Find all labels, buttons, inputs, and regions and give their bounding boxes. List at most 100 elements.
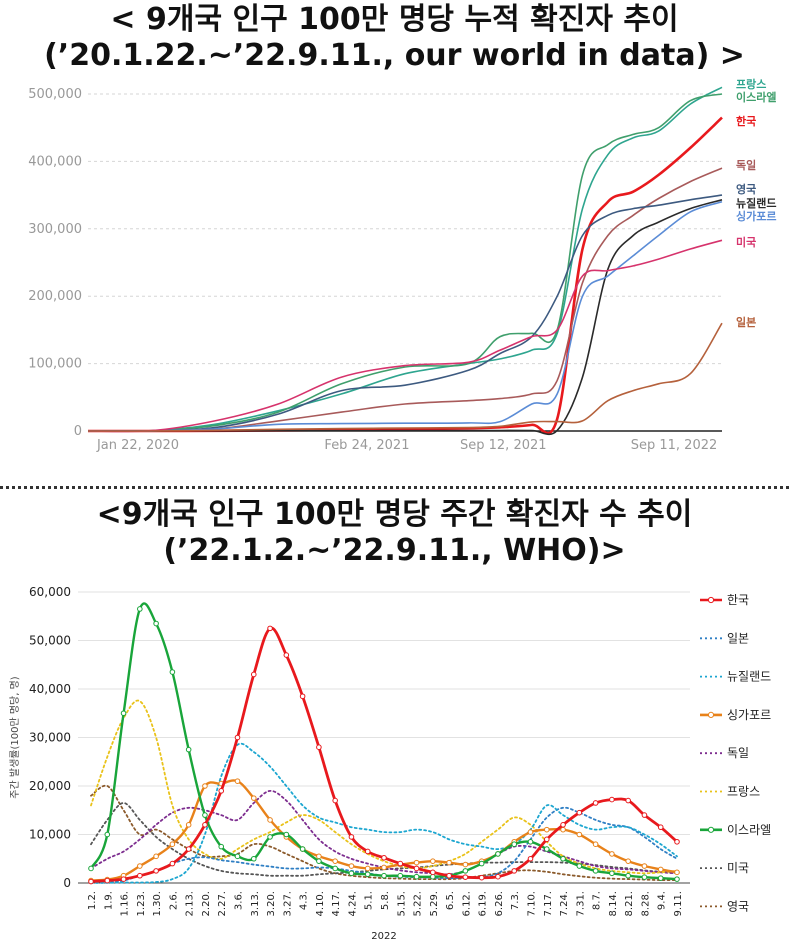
series-point-6 xyxy=(88,865,94,872)
series-point-0 xyxy=(137,872,143,879)
x-tick-label: 9.4. xyxy=(657,891,668,910)
series-point-3 xyxy=(169,841,176,848)
x-tick-label: 4.17. xyxy=(331,891,342,916)
series-point-6 xyxy=(560,855,566,862)
x-tick-label: 8.7. xyxy=(592,891,603,910)
x-tick-label: 8.14. xyxy=(608,891,619,916)
weekly-cases-chart: 0 10,000 20,000 30,000 40,000 50,000 60,000 1.2… xyxy=(9,585,771,942)
series-point-3 xyxy=(250,795,257,801)
series-label: 한국 xyxy=(736,114,756,128)
chart1-title-line2: (’20.1.22.~’22.9.11., our world in data)… xyxy=(44,38,745,73)
y-tick-label: 60,000 xyxy=(29,585,71,599)
series-point-3 xyxy=(137,863,143,869)
series-line-8 xyxy=(87,322,723,432)
series-point-3 xyxy=(462,861,469,868)
x-tick-label: 9.11. xyxy=(673,891,684,916)
series-point-6 xyxy=(202,812,208,818)
series-point-0 xyxy=(397,860,404,867)
series-point-3 xyxy=(430,858,436,864)
series-point-6 xyxy=(348,870,355,877)
legend-label: 이스라엘 xyxy=(727,823,771,837)
series-point-0 xyxy=(234,734,241,741)
x-tick-label: 8.28. xyxy=(640,891,651,916)
x-tick-label: 7.24. xyxy=(559,891,570,916)
series-point-0 xyxy=(250,671,257,678)
x-tick-label: 7.17. xyxy=(543,891,554,916)
x-tick-label: 5.22. xyxy=(413,891,424,916)
series-point-6 xyxy=(234,853,241,860)
series-point-6 xyxy=(299,846,306,852)
x-tick-label: 2.6. xyxy=(168,891,179,910)
series-point-0 xyxy=(332,797,338,804)
series-point-6 xyxy=(169,669,176,675)
x-tick-label: 7.3. xyxy=(510,891,521,910)
y-tick-label: 0 xyxy=(63,876,71,890)
series-point-0 xyxy=(592,800,599,806)
series-point-6 xyxy=(609,870,615,877)
series-point-3 xyxy=(609,851,615,857)
x-tick-label: 5.8. xyxy=(380,891,391,910)
x-tick-label: 3.6. xyxy=(234,891,245,910)
series-point-3 xyxy=(641,863,648,869)
series-point-6 xyxy=(478,860,485,867)
series-point-6 xyxy=(381,872,387,879)
series-point-6 xyxy=(462,868,469,874)
y-tick-label: 30,000 xyxy=(29,731,71,745)
series-line-4 xyxy=(87,194,723,432)
series-line-6 xyxy=(87,201,723,432)
series-point-6 xyxy=(218,843,225,850)
y-tick-label: 50,000 xyxy=(29,634,71,648)
series-point-0 xyxy=(88,878,94,885)
series-point-3 xyxy=(202,783,208,789)
series-point-0 xyxy=(169,860,176,867)
chart2-title-line1: <9개국 인구 100만 명당 주간 확진자 수 추이 xyxy=(96,497,693,532)
series-point-6 xyxy=(153,620,159,627)
series-point-3 xyxy=(657,866,664,873)
y-tick-label: 500,000 xyxy=(28,87,82,102)
series-point-6 xyxy=(250,855,257,862)
series-label: 뉴질랜드 xyxy=(736,196,776,210)
series-point-0 xyxy=(364,848,371,855)
series-line-0 xyxy=(87,86,723,433)
series-point-0 xyxy=(478,874,485,881)
series-point-3 xyxy=(234,778,241,784)
y-tick-label: 10,000 xyxy=(29,828,71,842)
series-point-6 xyxy=(543,846,550,852)
series-point-0 xyxy=(560,822,566,828)
y-tick-label: 300,000 xyxy=(28,222,82,237)
series-point-6 xyxy=(413,873,420,880)
series-point-3 xyxy=(625,858,631,864)
x-tick-label: Sep 12, 2021 xyxy=(460,438,547,453)
series-point-3 xyxy=(185,822,192,828)
series-point-0 xyxy=(316,744,322,750)
series-point-0 xyxy=(609,796,615,803)
x-tick-label: 5.1. xyxy=(364,891,375,910)
series-point-0 xyxy=(185,846,192,852)
legend-label: 미국 xyxy=(727,861,749,875)
legend-label: 한국 xyxy=(727,593,749,607)
series-point-0 xyxy=(202,822,208,828)
series-point-0 xyxy=(104,877,111,884)
series-point-3 xyxy=(348,863,355,869)
x-tick-label: 1.9. xyxy=(103,891,114,910)
x-tick-label: 6.26. xyxy=(494,891,505,916)
x-tick-label: Sep 11, 2022 xyxy=(631,438,718,453)
legend-marker-6 xyxy=(707,826,715,833)
legend-label: 싱가포르 xyxy=(727,708,771,722)
series-point-3 xyxy=(576,831,583,838)
x-tick-label: 5.29. xyxy=(429,891,440,916)
series-point-0 xyxy=(430,869,436,876)
series-label: 영국 xyxy=(736,183,756,196)
x-tick-label: 6.5. xyxy=(445,891,456,910)
x-tick-label: 2.20. xyxy=(201,891,212,916)
series-label: 싱가포르 xyxy=(736,209,776,223)
series-point-0 xyxy=(267,625,273,632)
series-point-6 xyxy=(137,606,143,612)
series-point-0 xyxy=(120,876,127,882)
x-tick-label: 3.13. xyxy=(250,891,261,916)
series-label: 프랑스 xyxy=(736,78,766,91)
series-point-0 xyxy=(657,824,664,831)
x-tick-label: 2.13. xyxy=(185,891,196,916)
series-point-3 xyxy=(316,853,322,860)
series-point-6 xyxy=(576,863,583,869)
